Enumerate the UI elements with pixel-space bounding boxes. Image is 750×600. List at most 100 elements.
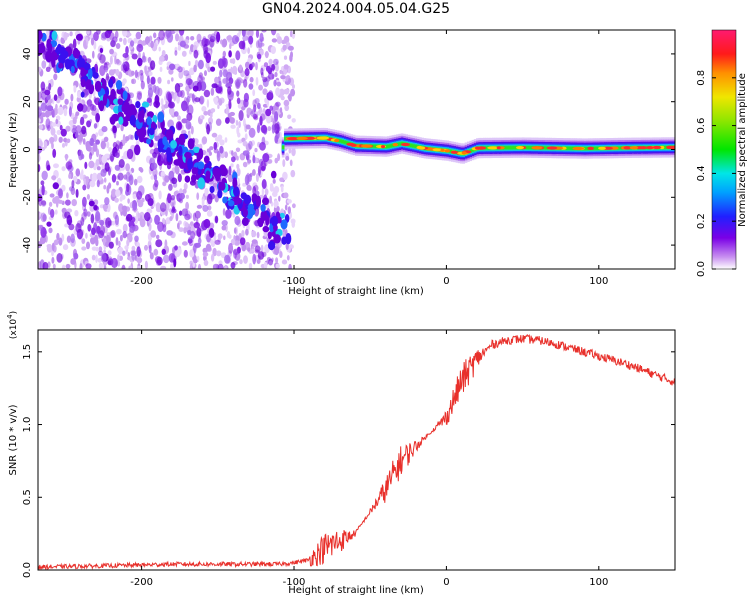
noise-cell xyxy=(125,163,130,172)
noise-cell xyxy=(190,36,195,41)
noise-blob xyxy=(176,90,183,98)
noise-blob xyxy=(132,199,138,211)
noise-cell xyxy=(175,33,180,42)
diagonal-band-cell xyxy=(58,62,64,69)
noise-blob xyxy=(93,222,98,234)
noise-cell xyxy=(64,32,70,38)
noise-cell xyxy=(49,137,55,143)
horizontal-band-cell xyxy=(595,146,598,150)
noise-cell xyxy=(51,242,55,252)
noise-cell xyxy=(66,138,71,144)
noise-cell xyxy=(196,192,200,200)
horizontal-band-peak xyxy=(546,146,558,150)
diagonal-band-cell xyxy=(232,177,238,188)
noise-blob xyxy=(194,97,201,103)
y-tick-label: -40 xyxy=(22,237,33,253)
noise-cell xyxy=(274,246,280,256)
noise-blob xyxy=(203,218,211,229)
noise-blob xyxy=(112,125,117,134)
noise-cell xyxy=(238,64,243,71)
noise-blob xyxy=(158,30,166,41)
diagonal-band-cell xyxy=(74,49,81,59)
noise-cell xyxy=(46,30,50,37)
noise-cell xyxy=(101,165,105,170)
noise-blob xyxy=(239,237,246,246)
noise-cell xyxy=(85,232,88,239)
noise-blob xyxy=(222,56,226,67)
noise-blob xyxy=(256,102,261,110)
noise-cell xyxy=(241,106,246,111)
noise-blob xyxy=(177,173,182,183)
noise-cell xyxy=(203,111,209,116)
noise-cell xyxy=(122,134,126,143)
noise-cell xyxy=(286,254,290,261)
noise-cell xyxy=(153,142,158,149)
noise-cell xyxy=(256,231,260,239)
noise-blob xyxy=(136,43,144,53)
noise-blob xyxy=(224,254,231,264)
snr-y-tick-label: 1.0 xyxy=(22,417,33,433)
noise-cell xyxy=(181,50,187,57)
noise-blob xyxy=(86,120,92,128)
noise-cell xyxy=(275,263,280,269)
horizontal-band-cell xyxy=(412,144,415,148)
noise-blob xyxy=(228,242,234,254)
noise-cell xyxy=(287,45,294,51)
noise-cell xyxy=(212,182,218,188)
noise-blob xyxy=(154,179,159,188)
noise-blob xyxy=(144,212,151,222)
noise-cell xyxy=(167,79,171,85)
noise-blob xyxy=(212,263,220,269)
noise-cell xyxy=(217,233,223,240)
noise-cell xyxy=(226,231,231,238)
noise-cell xyxy=(252,89,256,97)
noise-blob xyxy=(40,212,47,223)
noise-cell xyxy=(269,195,272,204)
noise-blob xyxy=(65,161,73,170)
noise-cell xyxy=(156,234,160,240)
noise-cell xyxy=(160,170,165,177)
noise-blob xyxy=(175,121,183,131)
x-tick-label: -200 xyxy=(130,276,153,287)
noise-cell xyxy=(131,78,135,84)
noise-blob xyxy=(214,239,221,245)
diagonal-band-cell xyxy=(137,110,144,123)
diagonal-band-cell xyxy=(277,216,282,224)
noise-blob xyxy=(243,78,248,88)
noise-cell xyxy=(86,211,91,217)
noise-blob xyxy=(126,148,134,160)
horizontal-band-cell xyxy=(448,149,452,153)
noise-cell xyxy=(92,50,95,59)
noise-cell xyxy=(227,173,233,183)
horizontal-band-cell xyxy=(585,147,589,151)
noise-cell xyxy=(171,77,174,82)
figure-title: GN04.2024.004.05.04.G25 xyxy=(261,1,451,17)
noise-cell xyxy=(51,175,57,181)
noise-cell xyxy=(106,141,110,149)
noise-blob xyxy=(257,53,262,60)
noise-cell xyxy=(275,87,281,97)
diagonal-band-cell xyxy=(262,197,269,206)
noise-blob xyxy=(222,77,228,85)
noise-cell xyxy=(290,169,296,178)
diagonal-band-cell xyxy=(80,91,85,98)
noise-cell xyxy=(211,132,218,138)
noise-blob xyxy=(257,165,262,177)
noise-cell xyxy=(86,241,90,250)
noise-cell xyxy=(184,222,189,228)
noise-blob xyxy=(274,111,279,122)
noise-cell xyxy=(242,182,247,187)
diagonal-band-cell xyxy=(83,63,91,71)
noise-cell xyxy=(163,104,170,109)
noise-cell xyxy=(72,175,78,183)
noise-cell xyxy=(258,84,263,91)
noise-blob xyxy=(104,197,110,206)
diagonal-band-cell xyxy=(50,40,58,48)
horizontal-band-cell xyxy=(663,145,667,149)
snr-y-tick-label: 0.5 xyxy=(22,489,33,505)
noise-cell xyxy=(66,235,71,243)
noise-cell xyxy=(269,185,274,192)
diagonal-band-cell xyxy=(184,175,191,183)
diagonal-band-cell xyxy=(233,186,240,197)
